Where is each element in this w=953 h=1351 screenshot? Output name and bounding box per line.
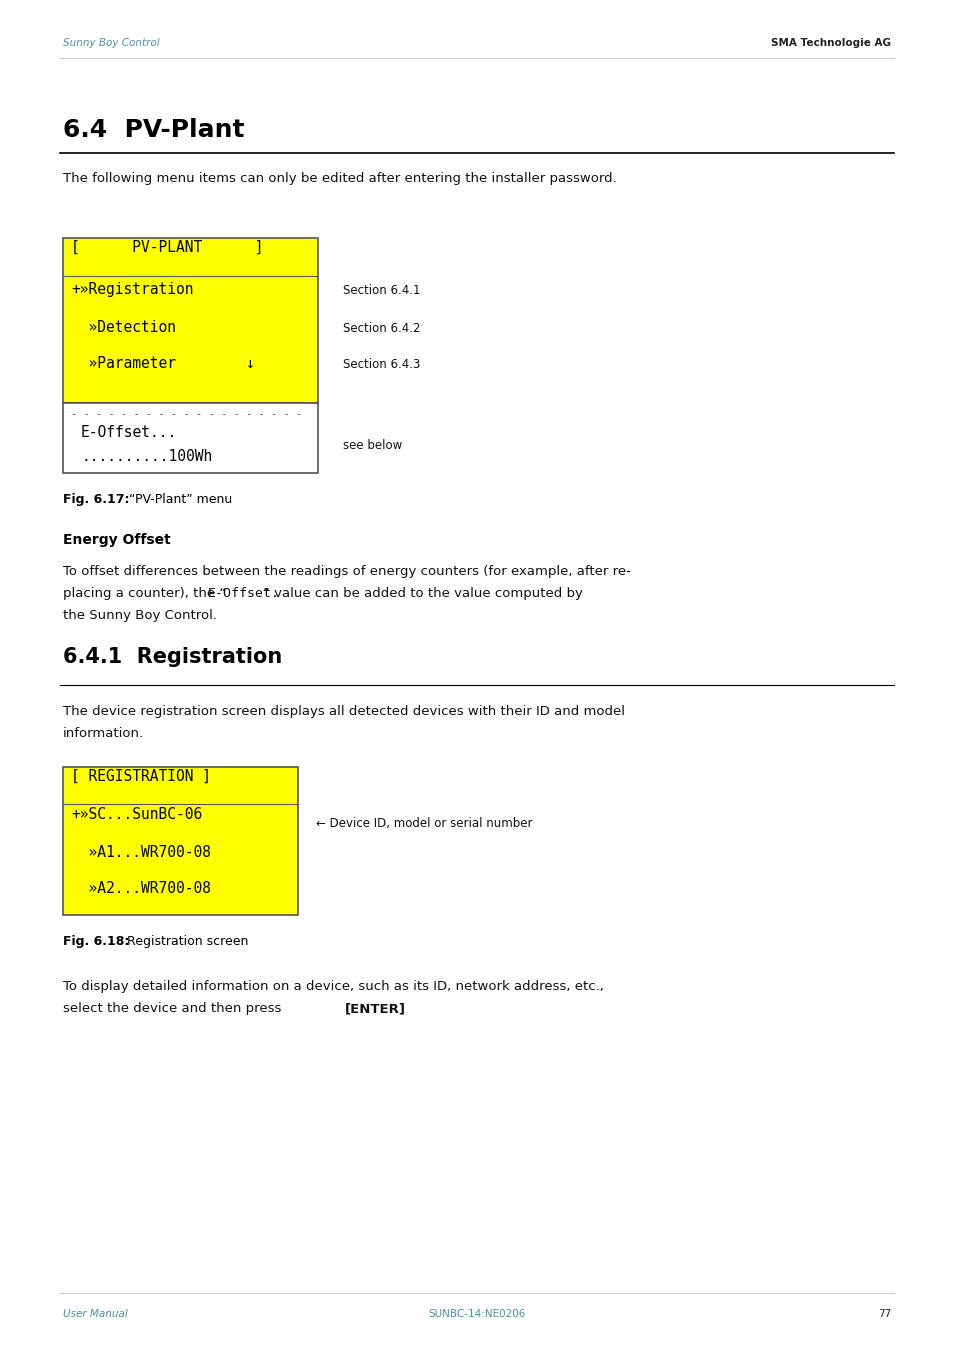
Text: [      PV-PLANT      ]: [ PV-PLANT ] xyxy=(71,240,263,255)
Text: 77: 77 xyxy=(877,1309,890,1319)
Text: “PV-Plant” menu: “PV-Plant” menu xyxy=(125,493,232,507)
Text: +»SC...SunBC-06: +»SC...SunBC-06 xyxy=(71,807,202,821)
Text: Fig. 6.18:: Fig. 6.18: xyxy=(63,935,130,948)
Text: »Parameter        ↓: »Parameter ↓ xyxy=(71,357,254,372)
Text: .: . xyxy=(395,1002,398,1015)
Text: 6.4.1  Registration: 6.4.1 Registration xyxy=(63,647,282,667)
Text: »Detection: »Detection xyxy=(71,320,175,335)
Text: see below: see below xyxy=(343,439,402,453)
Text: SMA Technologie AG: SMA Technologie AG xyxy=(770,38,890,49)
Text: 6.4  PV-Plant: 6.4 PV-Plant xyxy=(63,118,244,142)
Text: Fig. 6.17:: Fig. 6.17: xyxy=(63,493,130,507)
Text: placing a counter), the “: placing a counter), the “ xyxy=(63,586,226,600)
Text: Energy Offset: Energy Offset xyxy=(63,534,171,547)
Text: ..........100Wh: ..........100Wh xyxy=(81,449,212,463)
Text: SUNBC-14:NE0206: SUNBC-14:NE0206 xyxy=(428,1309,525,1319)
FancyBboxPatch shape xyxy=(63,767,297,915)
Text: User Manual: User Manual xyxy=(63,1309,128,1319)
Text: To offset differences between the readings of energy counters (for example, afte: To offset differences between the readin… xyxy=(63,565,630,578)
Text: Section 6.4.1: Section 6.4.1 xyxy=(343,284,420,297)
Text: ” value can be added to the value computed by: ” value can be added to the value comput… xyxy=(263,586,582,600)
Text: information.: information. xyxy=(63,727,144,740)
Text: [ REGISTRATION ]: [ REGISTRATION ] xyxy=(71,769,211,784)
FancyBboxPatch shape xyxy=(63,403,317,473)
Text: Section 6.4.2: Section 6.4.2 xyxy=(343,322,420,335)
Text: select the device and then press: select the device and then press xyxy=(63,1002,285,1015)
Text: - - - - - - - - - - - - - - - - - - -: - - - - - - - - - - - - - - - - - - - xyxy=(71,409,302,419)
Text: Sunny Boy Control: Sunny Boy Control xyxy=(63,38,159,49)
Text: The following menu items can only be edited after entering the installer passwor: The following menu items can only be edi… xyxy=(63,172,616,185)
Text: To display detailed information on a device, such as its ID, network address, et: To display detailed information on a dev… xyxy=(63,979,603,993)
Text: The device registration screen displays all detected devices with their ID and m: The device registration screen displays … xyxy=(63,705,624,717)
Text: E-Offset.: E-Offset. xyxy=(208,586,280,600)
Text: Section 6.4.3: Section 6.4.3 xyxy=(343,358,420,372)
Text: +»Registration: +»Registration xyxy=(71,282,193,297)
Text: E-Offset...: E-Offset... xyxy=(81,426,177,440)
FancyBboxPatch shape xyxy=(63,238,317,403)
Text: the Sunny Boy Control.: the Sunny Boy Control. xyxy=(63,609,216,621)
Text: ← Device ID, model or serial number: ← Device ID, model or serial number xyxy=(315,817,532,830)
Text: »A1...WR700-08: »A1...WR700-08 xyxy=(71,844,211,861)
Text: [ENTER]: [ENTER] xyxy=(345,1002,406,1015)
Text: »A2...WR700-08: »A2...WR700-08 xyxy=(71,881,211,896)
Text: Registration screen: Registration screen xyxy=(123,935,248,948)
